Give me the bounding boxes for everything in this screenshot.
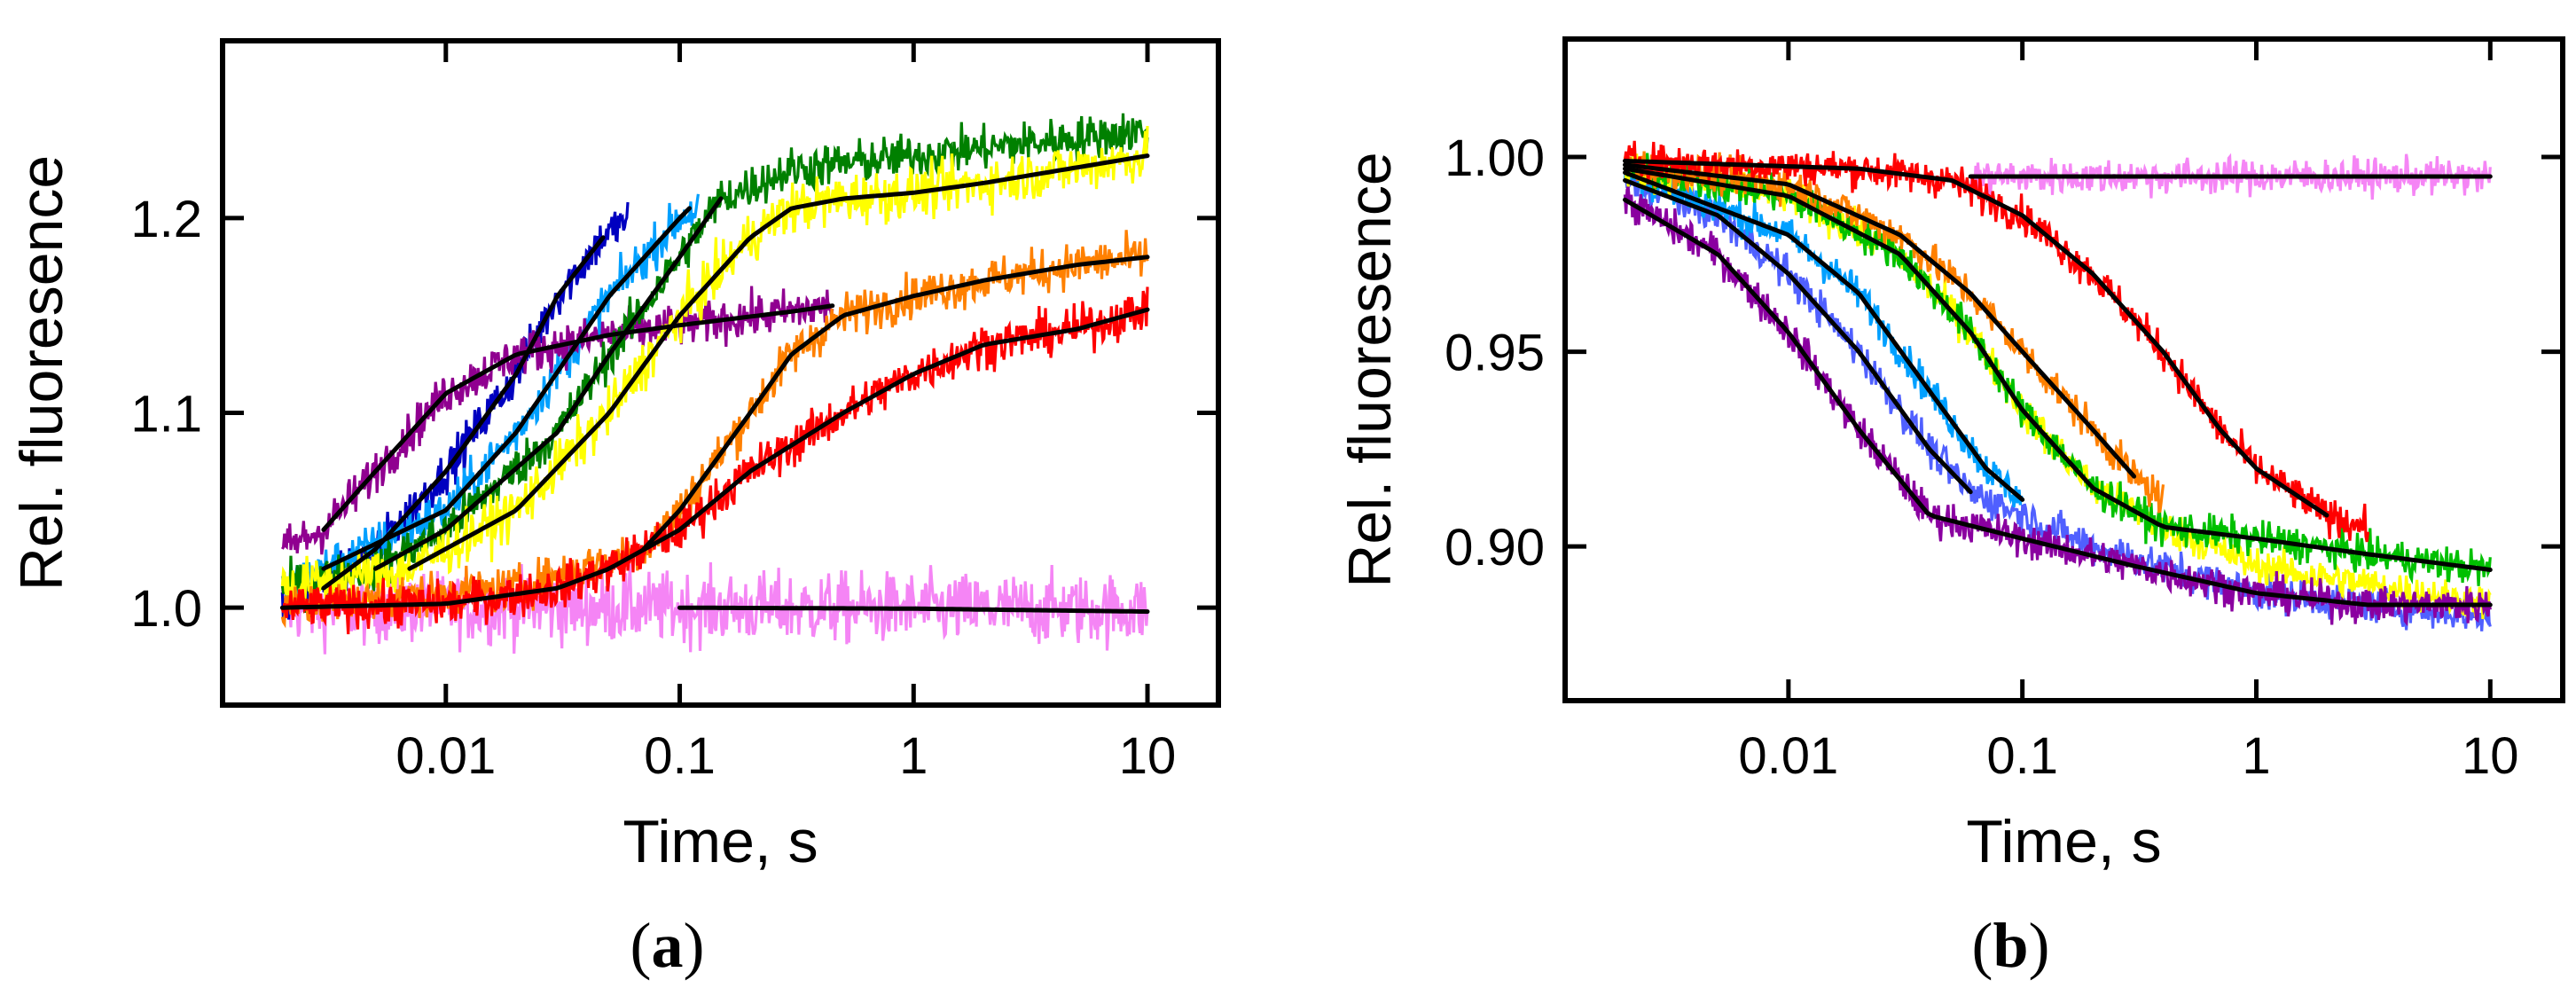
axes-frame <box>1562 36 2565 703</box>
fit-red <box>1623 158 2329 518</box>
fit-purple <box>1623 197 2493 608</box>
trace-purple <box>280 286 834 555</box>
fit-orange <box>641 255 1150 552</box>
panel-b: 0.01 0.1 1 10 0.90 0.95 1.00 Time, s Rel. fluore… <box>1336 36 2565 981</box>
fit-green <box>372 196 724 571</box>
fit-blue <box>1623 177 1973 495</box>
panel-label: (b) <box>1971 910 2049 981</box>
axes-frame <box>220 38 1221 708</box>
y-axis-title: Rel. fluoresence <box>8 155 75 591</box>
panel-letter: a <box>652 910 684 981</box>
x-tick-label: 0.1 <box>1986 727 2058 785</box>
x-tick-label: 0.01 <box>1738 727 1838 785</box>
fit-green <box>1623 166 2493 572</box>
y-tick-label: 1.0 <box>130 580 202 638</box>
y-tick-label: 1.1 <box>130 386 202 443</box>
plot-area <box>279 113 1150 655</box>
fit-red <box>279 307 1150 610</box>
fit-yellow <box>407 153 1150 571</box>
plot-area <box>1623 140 2493 631</box>
y-tick-label: 1.00 <box>1445 129 1545 187</box>
fit-light-blue <box>321 206 692 571</box>
trace-orange <box>280 230 1149 629</box>
fit-orange <box>1623 162 2137 479</box>
y-tick-label: 1.2 <box>130 191 202 248</box>
fit-light-blue <box>1623 170 2025 502</box>
fit-purple <box>321 303 835 532</box>
panel-a: 0.01 0.1 1 10 1.0 1.1 1.2 Time, s Rel. fluoresen… <box>8 38 1221 981</box>
x-axis-title: Time, s <box>622 808 818 875</box>
panel-label: (a) <box>630 910 705 981</box>
y-tick-label: 0.90 <box>1445 519 1545 576</box>
trace-yellow <box>280 126 1149 606</box>
x-axis-title: Time, s <box>1966 808 2161 875</box>
y-tick-label: 0.95 <box>1445 325 1545 382</box>
x-tick-label: 10 <box>2462 727 2519 785</box>
x-tick-label: 0.1 <box>644 727 716 785</box>
x-tick-label: 1 <box>899 727 928 785</box>
trace-red <box>280 286 1149 635</box>
x-tick-label: 1 <box>2242 727 2270 785</box>
fit-pink <box>677 605 1150 615</box>
fit-dark-blue <box>321 235 606 591</box>
y-axis-title: Rel. fluoresence <box>1336 152 1404 587</box>
panel-letter: b <box>1993 910 2028 981</box>
trace-orange <box>1623 151 2165 514</box>
x-tick-label: 0.01 <box>395 727 496 785</box>
trace-purple <box>1623 186 2492 627</box>
x-tick-label: 10 <box>1119 727 1177 785</box>
